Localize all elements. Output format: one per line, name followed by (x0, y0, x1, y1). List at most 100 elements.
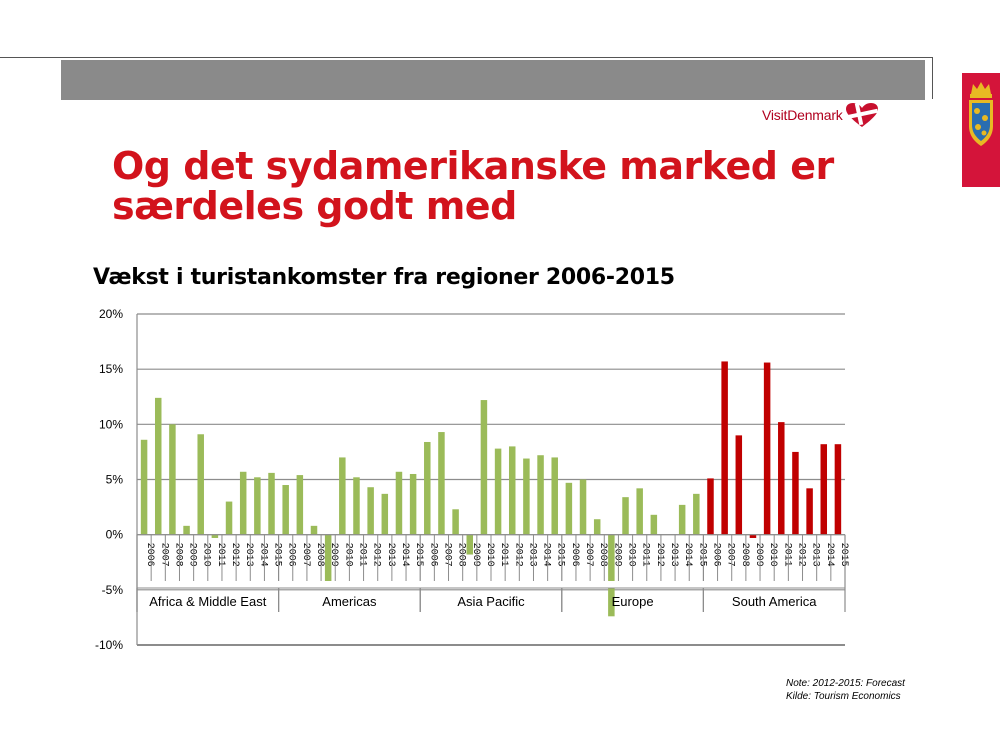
x-tick-label: 2006 (427, 543, 438, 567)
x-tick-label: 2011 (356, 543, 367, 567)
x-tick-label: 2015 (696, 543, 707, 567)
x-tick-label: 2015 (272, 543, 283, 567)
x-tick-label: 2013 (810, 543, 821, 567)
bar (480, 400, 488, 535)
bar (409, 473, 417, 535)
y-tick-label: -10% (95, 638, 123, 652)
bar (310, 525, 318, 535)
bar (749, 534, 757, 538)
bar (183, 525, 190, 535)
bar (523, 458, 530, 535)
x-tick-label: 2007 (725, 543, 736, 567)
x-tick-label: 2009 (187, 543, 198, 567)
y-tick-label: 15% (99, 362, 123, 376)
x-tick-label: 2013 (243, 543, 254, 567)
bar (424, 441, 431, 535)
bar (792, 451, 799, 535)
x-tick-label: 2014 (257, 543, 268, 567)
x-tick-label: 2010 (201, 543, 212, 567)
x-tick-label: 2011 (640, 543, 651, 567)
top-rule-end (932, 57, 933, 99)
x-tick-label: 2007 (583, 543, 594, 567)
x-tick-label: 2014 (399, 543, 410, 567)
x-tick-label: 2008 (597, 543, 608, 567)
bar (593, 519, 601, 535)
group-label: Asia Pacific (457, 594, 525, 609)
brand-name: VisitDenmark (762, 107, 843, 123)
chart-note: Note: 2012-2015: Forecast Kilde: Tourism… (786, 677, 905, 703)
x-tick-label: 2006 (286, 543, 297, 567)
note-source: Kilde: Tourism Economics (786, 691, 901, 702)
y-tick-label: 10% (99, 417, 123, 431)
bar (834, 444, 842, 535)
bar (707, 478, 714, 535)
bar (254, 477, 261, 535)
group-label: Europe (612, 594, 654, 609)
y-tick-label: -5% (102, 583, 124, 597)
bar (650, 514, 658, 535)
bar (735, 435, 743, 535)
y-tick-label: 20% (99, 307, 123, 321)
visitdenmark-logo: VisitDenmark (762, 102, 879, 127)
x-tick-label: 2014 (541, 543, 552, 567)
x-tick-label: 2015 (413, 543, 424, 567)
x-tick-label: 2007 (441, 543, 452, 567)
x-tick-label: 2009 (753, 543, 764, 567)
header-band (61, 60, 925, 100)
bar (565, 482, 573, 535)
x-tick-label: 2008 (314, 543, 325, 567)
bar (537, 455, 544, 535)
bar (579, 479, 587, 535)
bar (197, 434, 204, 535)
bar (820, 444, 828, 535)
slide-title-line2: særdeles godt med (112, 184, 517, 228)
bar (239, 471, 247, 535)
bar (268, 472, 275, 535)
group-label: South America (732, 594, 817, 609)
heart-flag-icon (845, 102, 878, 127)
bar (381, 493, 389, 535)
bar (608, 534, 615, 617)
bar (395, 471, 403, 535)
group-label: Americas (322, 594, 377, 609)
y-tick-label: 5% (106, 473, 124, 487)
bar (296, 475, 304, 535)
bar (324, 534, 332, 582)
x-tick-label: 2012 (512, 543, 523, 567)
bar (169, 424, 176, 535)
x-tick-label: 2011 (781, 543, 792, 567)
x-tick-label: 2013 (385, 543, 396, 567)
bar (763, 362, 771, 535)
bar (466, 534, 474, 555)
top-rule (0, 57, 932, 58)
bar (622, 497, 629, 535)
bar (225, 501, 233, 535)
x-tick-label: 2010 (484, 543, 495, 567)
x-tick-label: 2008 (739, 543, 750, 567)
bar (678, 504, 686, 535)
bar (140, 439, 148, 535)
bar (211, 534, 219, 538)
x-tick-label: 2009 (470, 543, 481, 567)
bar (494, 448, 502, 535)
x-tick-label: 2014 (824, 543, 835, 567)
bar (282, 485, 289, 535)
x-tick-label: 2010 (626, 543, 637, 567)
bar (438, 432, 445, 535)
x-tick-label: 2007 (300, 543, 311, 567)
x-tick-label: 2006 (144, 543, 155, 567)
x-tick-label: 2012 (654, 543, 665, 567)
x-tick-label: 2007 (158, 543, 169, 567)
x-tick-label: 2006 (569, 543, 580, 567)
bar (551, 457, 558, 535)
bar (353, 477, 360, 535)
x-tick-label: 2010 (342, 543, 353, 567)
x-tick-label: 2009 (328, 543, 339, 567)
label-mask (138, 581, 844, 588)
bar (508, 446, 516, 535)
bar (636, 488, 643, 535)
x-tick-label: 2015 (838, 543, 849, 567)
x-tick-label: 2014 (682, 543, 693, 567)
bar (693, 493, 700, 535)
bar (721, 361, 728, 535)
